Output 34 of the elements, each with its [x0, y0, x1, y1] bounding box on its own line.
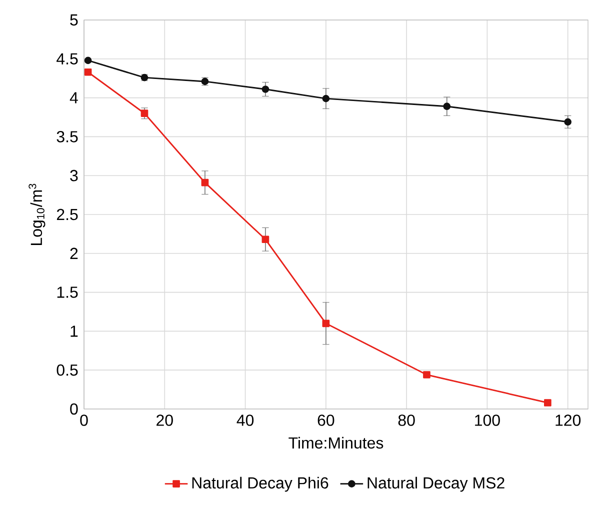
- point: [84, 56, 92, 64]
- point: [423, 371, 430, 378]
- x-tick-label: 40: [236, 414, 254, 426]
- x-axis-title: Time:Minutes: [288, 436, 384, 449]
- point: [544, 399, 552, 406]
- y-tick-label: 3.5: [56, 131, 78, 142]
- y-tick-label: 1.5: [57, 286, 78, 298]
- x-tick-label: 0: [80, 414, 88, 426]
- legend-label: Natural Decay Phi6: [192, 476, 328, 492]
- x-tick-label: 120: [556, 414, 581, 426]
- x-tick-label: 80: [398, 414, 415, 426]
- y-tick-label: 4.5: [56, 53, 78, 64]
- y-tick-label: 2.5: [56, 208, 78, 220]
- point: [140, 110, 148, 118]
- y-tick-label: 1: [70, 326, 78, 337]
- x-tick-label: 100: [475, 414, 500, 426]
- point: [322, 94, 330, 102]
- legend-label: Natural Decay MS2: [368, 476, 504, 492]
- y-axis-title: Log$_{10}$/m$^{3}$: [28, 184, 46, 245]
- point: [262, 236, 270, 244]
- x-tick-label: 60: [318, 414, 334, 426]
- point: [201, 178, 209, 186]
- point: [322, 320, 330, 328]
- y-tick-label: 0: [70, 403, 78, 415]
- y-tick-label: 2: [70, 248, 78, 259]
- y-tick-label: 4: [70, 92, 78, 104]
- point: [262, 86, 270, 93]
- point: [443, 102, 451, 110]
- point: [84, 68, 92, 76]
- y-tick-label: 0.5: [56, 364, 78, 376]
- x-tick-label: 20: [156, 414, 173, 426]
- y-tick-label: 5: [70, 14, 78, 26]
- y-tick-label: 3: [70, 170, 78, 182]
- point: [564, 118, 572, 126]
